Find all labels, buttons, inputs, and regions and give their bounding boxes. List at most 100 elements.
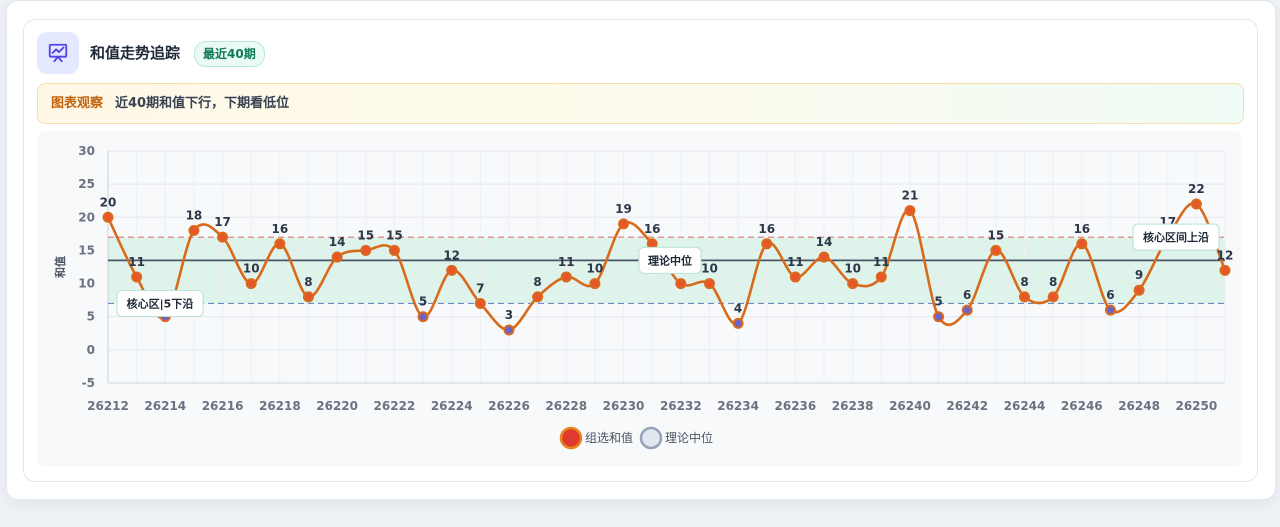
reference-callout — [116, 289, 204, 317]
data-point — [732, 317, 744, 329]
x-tick-label: 26234 — [717, 399, 759, 413]
data-label: 4 — [734, 301, 742, 315]
presentation-chart-icon — [48, 43, 68, 63]
x-tick-label: 26218 — [259, 399, 301, 413]
data-label: 15 — [386, 228, 403, 242]
data-point — [1104, 304, 1116, 316]
data-label: 18 — [186, 209, 203, 223]
legend-label: 组选和值 — [585, 430, 633, 445]
x-tick-label: 26250 — [1175, 399, 1217, 413]
data-label: 11 — [787, 255, 804, 269]
x-tick-label: 26242 — [946, 399, 988, 413]
x-tick-label: 26238 — [832, 399, 874, 413]
period-badge: 最近40期 — [194, 41, 265, 67]
y-tick-label: 20 — [78, 210, 95, 224]
x-tick-label: 26232 — [660, 399, 702, 413]
data-label: 10 — [243, 262, 260, 276]
y-tick-label: 25 — [78, 177, 95, 191]
x-tick-label: 26224 — [431, 399, 473, 413]
data-point — [560, 271, 572, 283]
data-point — [131, 271, 143, 283]
data-label: 12 — [443, 248, 460, 262]
observation-banner: 图表观察 近40期和值下行，下期看低位 — [37, 83, 1244, 124]
data-label: 11 — [558, 255, 575, 269]
data-point — [102, 211, 114, 223]
data-point — [217, 231, 229, 243]
data-label: 14 — [816, 235, 833, 249]
data-label: 20 — [100, 195, 117, 209]
data-point — [446, 264, 458, 276]
data-point — [961, 304, 973, 316]
legend-swatch — [639, 426, 663, 450]
data-point — [875, 271, 887, 283]
x-tick-label: 26220 — [316, 399, 358, 413]
y-tick-label: 30 — [78, 144, 95, 158]
data-point — [847, 278, 859, 290]
x-tick-label: 26244 — [1004, 399, 1046, 413]
observation-text: 近40期和值下行，下期看低位 — [115, 96, 290, 111]
data-label: 10 — [587, 262, 604, 276]
x-tick-label: 26214 — [144, 399, 186, 413]
data-point — [417, 311, 429, 323]
data-label: 12 — [1217, 248, 1234, 262]
reference-callout-text: 核心区|5下沿 — [127, 296, 194, 310]
data-label: 7 — [476, 281, 484, 295]
data-point — [933, 311, 945, 323]
data-point — [618, 218, 630, 230]
y-tick-label: 5 — [87, 310, 95, 324]
data-label: 14 — [329, 235, 346, 249]
reference-callout-text: 核心区间上沿 — [1143, 230, 1209, 244]
x-tick-label: 26240 — [889, 399, 931, 413]
data-label: 15 — [988, 228, 1005, 242]
data-point — [503, 324, 515, 336]
data-label: 5 — [419, 295, 427, 309]
x-tick-label: 26248 — [1118, 399, 1160, 413]
data-label: 6 — [963, 288, 971, 302]
data-point — [589, 278, 601, 290]
legend-swatch — [559, 426, 583, 450]
x-tick-label: 26216 — [202, 399, 244, 413]
data-label: 16 — [271, 222, 288, 236]
y-tick-label: 10 — [78, 277, 95, 291]
data-point — [188, 225, 200, 237]
data-point — [388, 244, 400, 256]
data-point — [302, 291, 314, 303]
data-point — [532, 291, 544, 303]
reference-callout — [1132, 223, 1220, 251]
data-point — [1133, 284, 1145, 296]
data-label: 16 — [758, 222, 775, 236]
data-point — [761, 238, 773, 250]
data-label: 10 — [844, 262, 861, 276]
x-tick-label: 26228 — [545, 399, 587, 413]
observation-label: 图表观察 — [51, 96, 104, 111]
data-label: 16 — [644, 222, 661, 236]
y-tick-label: 0 — [87, 343, 95, 357]
x-tick-label: 26222 — [374, 399, 416, 413]
data-label: 19 — [615, 202, 632, 216]
data-label: 6 — [1106, 288, 1114, 302]
data-point — [675, 278, 687, 290]
chart-icon-box — [37, 32, 79, 74]
page-title: 和值走势追踪 — [90, 44, 181, 62]
data-label: 8 — [533, 275, 541, 289]
data-label: 21 — [902, 189, 919, 203]
data-point — [789, 271, 801, 283]
data-point — [990, 244, 1002, 256]
data-point — [904, 205, 916, 217]
x-tick-label: 26246 — [1061, 399, 1103, 413]
data-point — [1047, 291, 1059, 303]
y-axis-label: 和值 — [53, 256, 67, 278]
data-point — [1019, 291, 1031, 303]
data-label: 8 — [304, 275, 312, 289]
data-point — [1190, 198, 1202, 210]
legend-label: 理论中位 — [665, 430, 713, 445]
data-label: 3 — [505, 308, 513, 322]
data-point — [1076, 238, 1088, 250]
x-tick-label: 26230 — [603, 399, 645, 413]
data-point — [818, 251, 830, 263]
x-tick-label: 26236 — [775, 399, 817, 413]
data-point — [245, 278, 257, 290]
data-label: 22 — [1188, 182, 1205, 196]
data-point — [703, 278, 715, 290]
